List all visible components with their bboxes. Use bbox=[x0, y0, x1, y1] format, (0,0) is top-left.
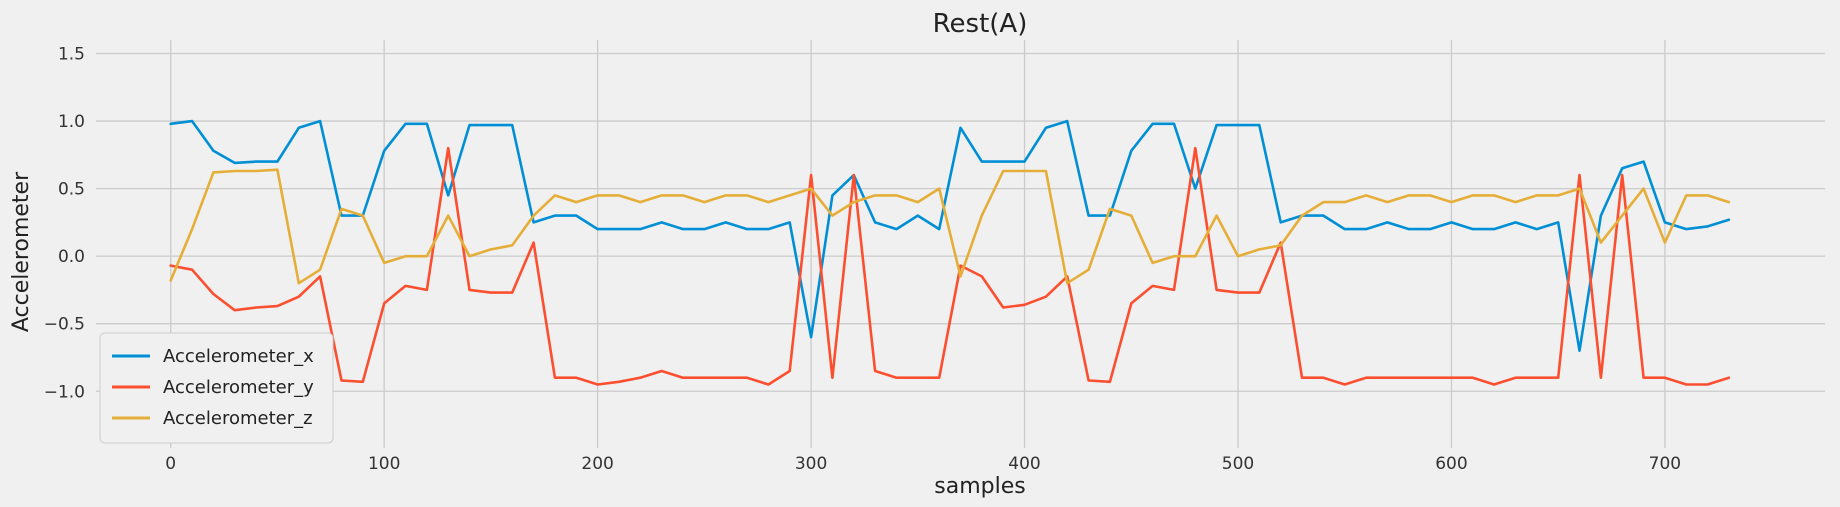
y-tick-labels: −1.0 −0.5 0.0 0.5 1.0 1.5 bbox=[44, 45, 85, 403]
legend-entry: Accelerometer_x bbox=[163, 346, 314, 367]
y-tick-label: −0.5 bbox=[44, 315, 85, 335]
x-axis-label: samples bbox=[934, 474, 1025, 499]
y-tick-label: 1.5 bbox=[58, 45, 85, 65]
x-tick-label: 700 bbox=[1649, 454, 1681, 474]
grid-lines bbox=[96, 40, 1825, 448]
x-tick-label: 400 bbox=[1008, 454, 1040, 474]
x-tick-label: 600 bbox=[1435, 454, 1467, 474]
chart-title: Rest(A) bbox=[933, 9, 1028, 39]
y-axis-label: Accelerometer bbox=[9, 171, 34, 332]
series-line-accelerometer-x bbox=[169, 119, 1731, 353]
series-lines bbox=[169, 119, 1731, 386]
legend-entry: Accelerometer_z bbox=[163, 408, 313, 429]
x-tick-label: 200 bbox=[581, 454, 613, 474]
legend: Accelerometer_x Accelerometer_y Accelerome… bbox=[99, 332, 334, 444]
y-tick-label: 1.0 bbox=[58, 112, 85, 132]
y-tick-label: 0.5 bbox=[58, 180, 85, 200]
x-tick-label: 500 bbox=[1222, 454, 1254, 474]
legend-box bbox=[99, 332, 334, 444]
series-line-accelerometer-z bbox=[169, 168, 1731, 285]
x-tick-label: 300 bbox=[795, 454, 827, 474]
series-line-accelerometer-y bbox=[169, 146, 1731, 386]
x-tick-labels: 0 100 200 300 400 500 600 700 bbox=[165, 454, 1681, 474]
legend-entry: Accelerometer_y bbox=[163, 377, 314, 398]
y-tick-label: −1.0 bbox=[44, 382, 85, 402]
x-tick-label: 0 bbox=[165, 454, 176, 474]
y-tick-label: 0.0 bbox=[58, 247, 85, 267]
x-tick-label: 100 bbox=[368, 454, 400, 474]
